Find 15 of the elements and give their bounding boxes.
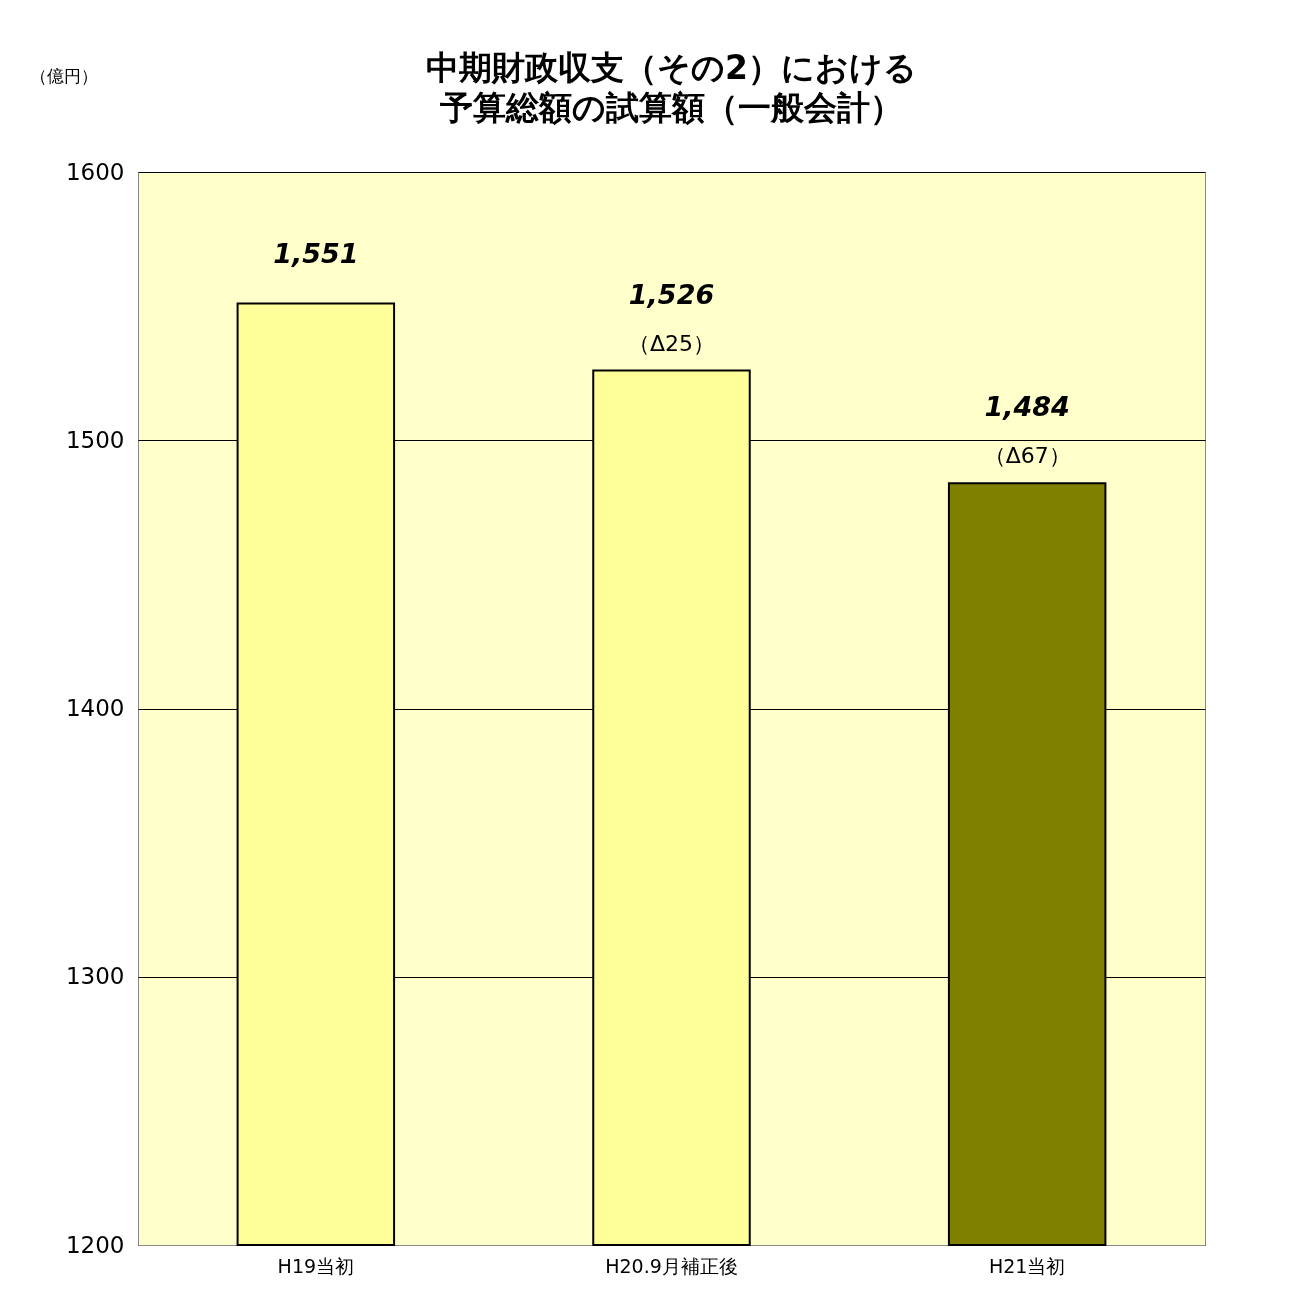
- text: （億円）: [30, 66, 98, 86]
- x-tick-label: H20.9月補正後: [605, 1254, 738, 1277]
- annotation: （Δ67）: [983, 443, 1071, 469]
- y-tick-label: 1300: [65, 963, 125, 990]
- y-tick-label: 1600: [65, 158, 125, 185]
- data-label: 1,484: [984, 391, 1070, 423]
- y-tick-label: 1500: [65, 426, 125, 453]
- chart-title: 中期財政収支（その2）における予算総額の試算額（一般会計）: [426, 48, 917, 127]
- annotation: （Δ25）: [627, 330, 716, 356]
- data-label: 1,551: [273, 238, 359, 270]
- x-tick-label: H21当初: [988, 1254, 1066, 1277]
- y-tick-label: 1400: [65, 695, 125, 721]
- x-tick-label: H19当初: [277, 1254, 355, 1277]
- data-label: 1,526: [628, 278, 715, 310]
- y-tick-label: 1200: [65, 1231, 125, 1258]
